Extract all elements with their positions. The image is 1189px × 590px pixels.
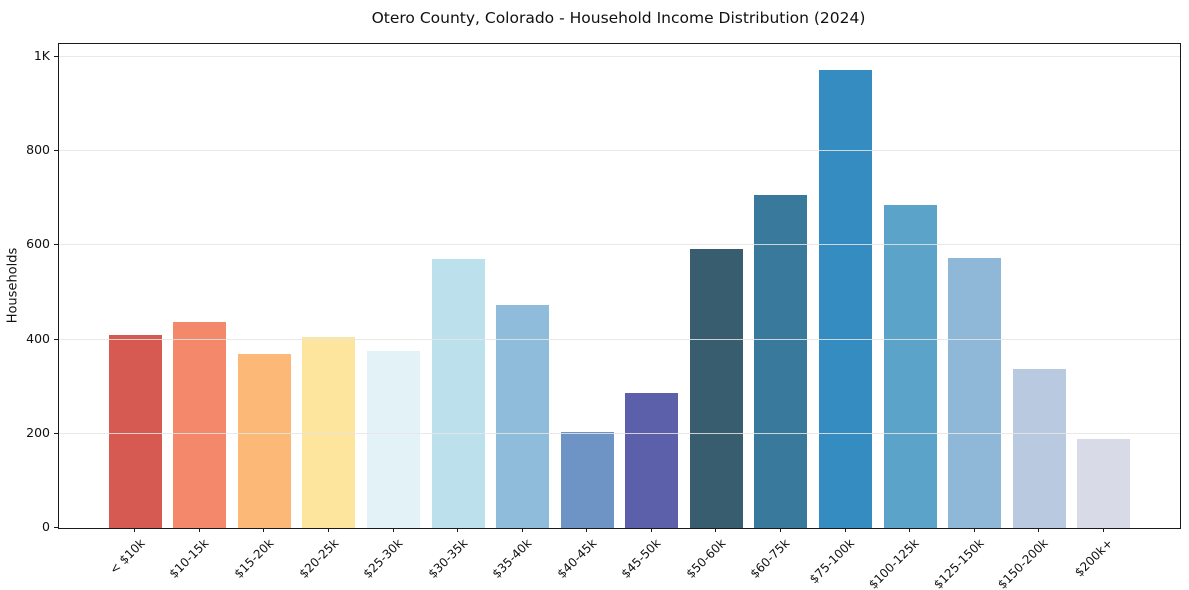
x-tick-mark <box>779 528 781 532</box>
bar <box>496 305 550 528</box>
y-tick-label: 0 <box>42 519 50 534</box>
x-tick-mark <box>134 528 136 532</box>
y-tick-mark <box>54 432 58 434</box>
y-tick-mark <box>54 55 58 57</box>
bar <box>108 334 162 528</box>
bar <box>1012 369 1066 528</box>
bar <box>625 392 679 528</box>
bar <box>883 205 937 528</box>
bar <box>237 353 291 528</box>
bar <box>1077 438 1131 528</box>
bar <box>689 248 743 528</box>
x-tick-mark <box>328 528 329 532</box>
gridline <box>59 432 1180 434</box>
gridline <box>59 55 1180 57</box>
bar <box>431 259 485 528</box>
y-tick-mark <box>54 338 58 340</box>
x-tick-mark <box>909 528 910 532</box>
bar <box>302 337 356 528</box>
x-tick-mark <box>586 528 588 532</box>
x-tick-mark <box>457 528 459 532</box>
y-tick-label: 200 <box>26 424 50 440</box>
bar <box>818 69 872 528</box>
gridline <box>59 150 1180 151</box>
x-tick-mark <box>715 528 717 532</box>
bar <box>948 258 1002 528</box>
x-tick-mark <box>844 528 846 532</box>
chart-title: Otero County, Colorado - Household Incom… <box>371 9 866 27</box>
x-tick-mark <box>973 528 975 532</box>
x-tick-mark <box>521 528 523 532</box>
bar <box>367 351 421 528</box>
x-tick-mark <box>392 528 394 532</box>
x-tick-mark <box>263 528 265 532</box>
gridline <box>59 338 1180 340</box>
x-tick-mark <box>198 528 200 532</box>
y-tick-mark <box>54 527 58 528</box>
bar <box>173 322 227 528</box>
y-tick-mark <box>54 150 58 151</box>
y-tick-label: 800 <box>26 142 50 157</box>
bar <box>754 195 808 528</box>
plot-area <box>58 43 1181 529</box>
y-tick-label: 1K <box>33 47 50 63</box>
x-tick-mark <box>650 528 652 532</box>
gridline <box>59 244 1180 246</box>
y-tick-label: 400 <box>26 330 50 346</box>
y-tick-label: 600 <box>26 236 50 252</box>
x-tick-mark <box>1102 528 1104 532</box>
y-tick-mark <box>54 244 58 246</box>
bar <box>560 432 614 528</box>
x-tick-mark <box>1038 528 1040 532</box>
